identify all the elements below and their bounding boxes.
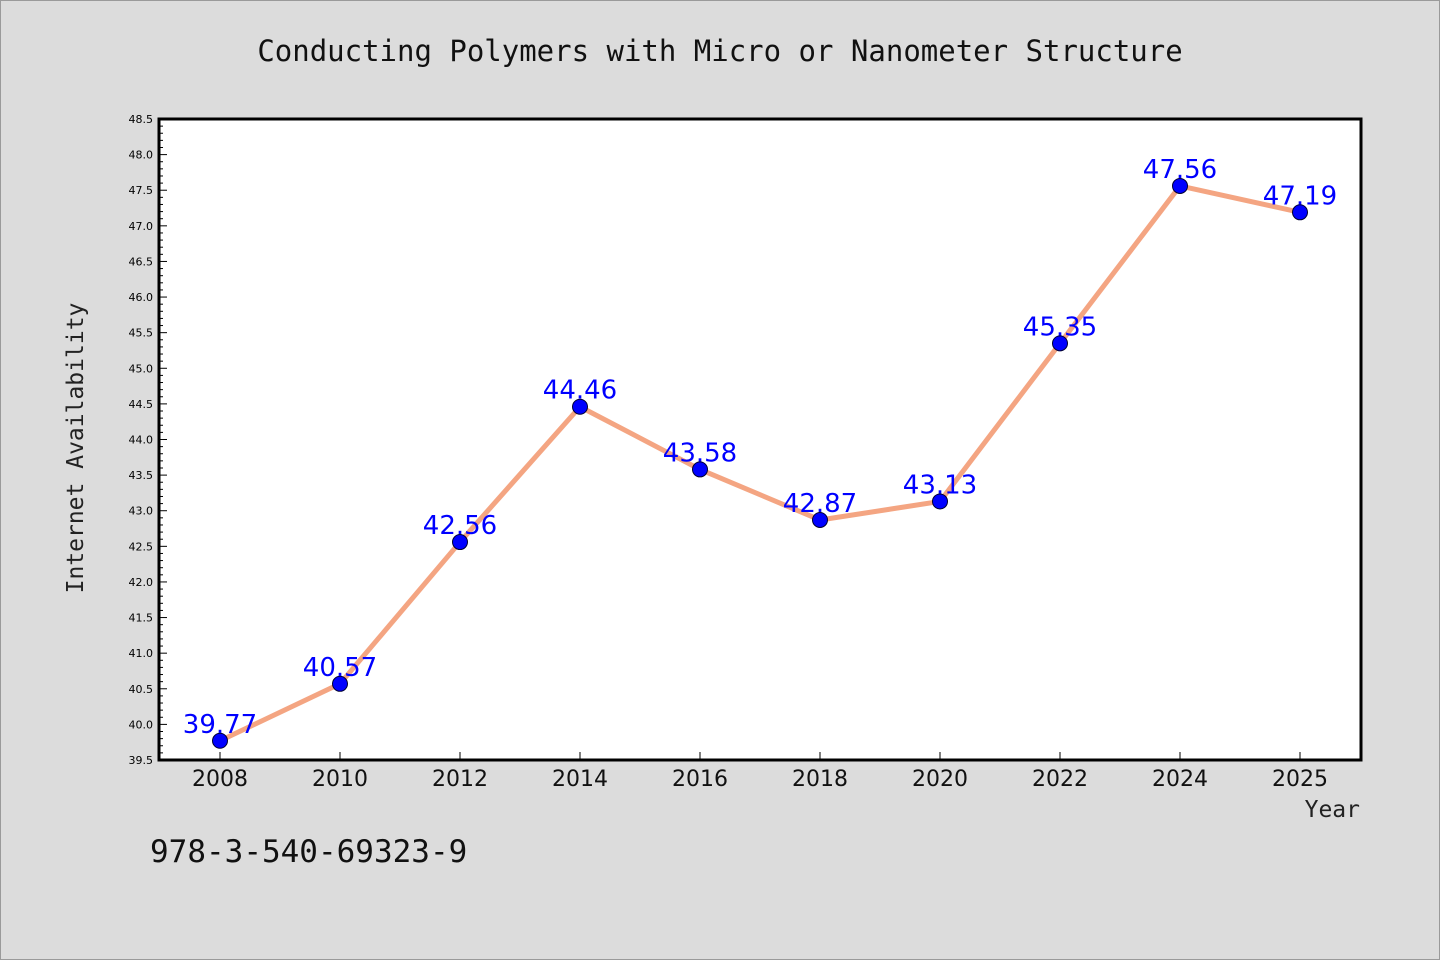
x-tick-label: 2025	[1272, 767, 1328, 792]
footer-isbn: 978-3-540-69323-9	[150, 834, 468, 870]
data-label: 45.35	[1023, 312, 1097, 342]
x-tick-label: 2018	[792, 767, 848, 792]
chart-title: Conducting Polymers with Micro or Nanome…	[257, 34, 1183, 68]
y-tick-label: 44.5	[129, 398, 154, 411]
data-label: 42.56	[423, 511, 497, 541]
data-point	[572, 398, 588, 415]
data-label: 47.56	[1143, 155, 1217, 185]
data-point	[1292, 204, 1308, 221]
data-point	[692, 461, 708, 478]
data-point	[452, 534, 468, 551]
y-tick-label: 47.0	[129, 220, 154, 233]
data-label: 42.87	[783, 489, 857, 519]
data-label: 39.77	[183, 710, 257, 740]
data-label: 47.19	[1263, 181, 1337, 211]
data-point	[1172, 177, 1188, 194]
y-tick-label: 42.0	[129, 576, 154, 589]
data-point	[1052, 335, 1068, 352]
y-tick-label: 46.5	[129, 255, 154, 268]
data-point	[812, 511, 828, 528]
x-tick-label: 2020	[912, 767, 968, 792]
x-tick-label: 2008	[192, 767, 248, 792]
y-tick-label: 40.0	[129, 718, 154, 731]
data-label: 43.13	[903, 470, 977, 500]
data-point	[332, 675, 348, 692]
y-tick-label: 45.5	[129, 327, 154, 340]
y-tick-label: 39.5	[129, 754, 154, 767]
x-axis-ticks: 2008 2010 2012 2014 2016 2018 2020 2022 2024 2025	[192, 752, 1328, 792]
x-tick-label: 2010	[312, 767, 368, 792]
data-labels: 39.77 40.57 42.56 44.46 43.58 42.87 43.13 45.35…	[183, 155, 1337, 740]
x-tick-label: 2024	[1152, 767, 1208, 792]
data-label: 43.58	[663, 438, 737, 468]
y-tick-label: 45.0	[129, 362, 154, 375]
x-tick-label: 2022	[1032, 767, 1088, 792]
data-label: 44.46	[543, 376, 617, 406]
x-tick-label: 2016	[672, 767, 728, 792]
y-tick-label: 40.5	[129, 683, 154, 696]
y-axis-ticks: 39.5 40.0 40.5 41.0 41.5 42.0 42.5 43.0 43.5 44.0…	[129, 113, 167, 767]
y-tick-label: 48.5	[129, 113, 154, 126]
y-tick-label: 41.5	[129, 612, 154, 625]
plot-area	[157, 117, 1363, 762]
y-tick-label: 48.0	[129, 149, 154, 162]
x-tick-label: 2014	[552, 767, 608, 792]
data-point	[932, 493, 948, 510]
data-label: 40.57	[303, 653, 377, 683]
y-tick-label: 46.0	[129, 291, 154, 304]
data-point	[212, 732, 228, 749]
y-tick-label: 43.0	[129, 505, 154, 518]
y-tick-label: 41.0	[129, 647, 154, 660]
y-tick-label: 47.5	[129, 184, 154, 197]
y-tick-label: 44.0	[129, 434, 154, 447]
x-axis-label: Year	[1304, 797, 1360, 823]
series-group	[212, 177, 1308, 749]
x-tick-label: 2012	[432, 767, 488, 792]
series-line	[217, 183, 1303, 744]
y-tick-label: 43.5	[129, 469, 154, 482]
y-tick-label: 42.5	[129, 540, 154, 553]
